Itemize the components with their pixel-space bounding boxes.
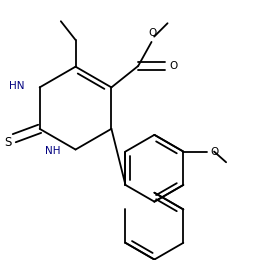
Text: S: S — [4, 136, 11, 149]
Text: O: O — [170, 61, 178, 71]
Text: HN: HN — [10, 81, 25, 91]
Text: O: O — [211, 147, 219, 156]
Text: NH: NH — [45, 146, 61, 156]
Text: O: O — [149, 28, 157, 38]
